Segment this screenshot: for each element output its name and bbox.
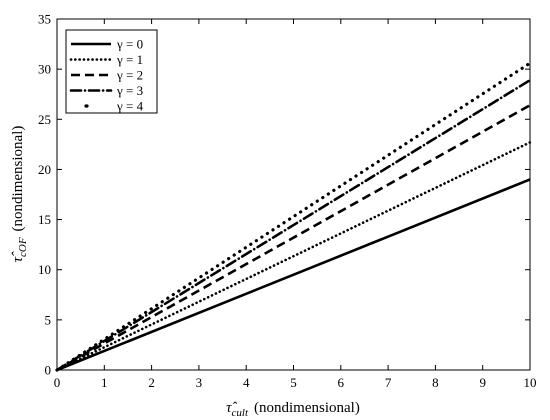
x-axis-label: τ̂cult (nondimensional) — [226, 400, 360, 419]
y-tick-label: 5 — [45, 312, 52, 327]
y-axis-label: τ̂cOF(nondimensional) — [10, 126, 29, 263]
legend-label-1: γ = 1 — [116, 52, 143, 67]
x-tick-label: 0 — [54, 375, 61, 390]
x-tick-label: 6 — [338, 375, 345, 390]
x-tick-label: 2 — [148, 375, 155, 390]
x-tick-label: 5 — [290, 375, 297, 390]
y-axis-label-text: (nondimensional) — [10, 126, 26, 232]
series-line-gamma-4 — [55, 61, 532, 372]
x-tick-label: 8 — [432, 375, 439, 390]
legend-label-3: γ = 3 — [116, 83, 143, 98]
x-axis-label-subscript: cult — [232, 407, 249, 419]
legend-items: γ = 0γ = 1γ = 2γ = 3γ = 4 — [69, 37, 144, 114]
x-tick-label: 4 — [243, 375, 250, 390]
legend-box — [65, 29, 158, 114]
y-axis-ticks: 0 5 10 15 20 25 30 35 — [38, 12, 530, 378]
x-tick-label: 9 — [479, 375, 486, 390]
y-tick-label: 35 — [38, 12, 51, 27]
series-line-gamma-1 — [55, 141, 532, 372]
x-axis-ticks: 0 1 2 3 4 5 6 7 8 9 10 — [54, 19, 537, 390]
legend-label-2: γ = 2 — [116, 68, 143, 83]
x-axis-label-text: (nondimensional) — [254, 400, 360, 416]
series-line-gamma-0 — [56, 178, 531, 372]
legend: γ = 0γ = 1γ = 2γ = 3γ = 4 — [65, 29, 158, 114]
y-tick-label: 0 — [45, 363, 52, 378]
y-tick-label: 30 — [38, 62, 51, 77]
x-tick-label: 10 — [524, 375, 537, 390]
series-layer — [55, 61, 532, 372]
series-line-gamma-3 — [55, 78, 532, 372]
x-tick-label: 1 — [101, 375, 108, 390]
series-line-gamma-2 — [56, 104, 531, 372]
y-tick-label: 10 — [38, 262, 51, 277]
legend-label-4: γ = 4 — [116, 99, 144, 114]
legend-label-0: γ = 0 — [116, 37, 143, 52]
y-tick-label: 20 — [38, 162, 51, 177]
y-tick-label: 25 — [38, 112, 51, 127]
y-axis-label-subscript: cOF — [17, 237, 29, 257]
x-tick-label: 7 — [385, 375, 392, 390]
x-tick-label: 3 — [196, 375, 203, 390]
y-tick-label: 15 — [38, 212, 51, 227]
